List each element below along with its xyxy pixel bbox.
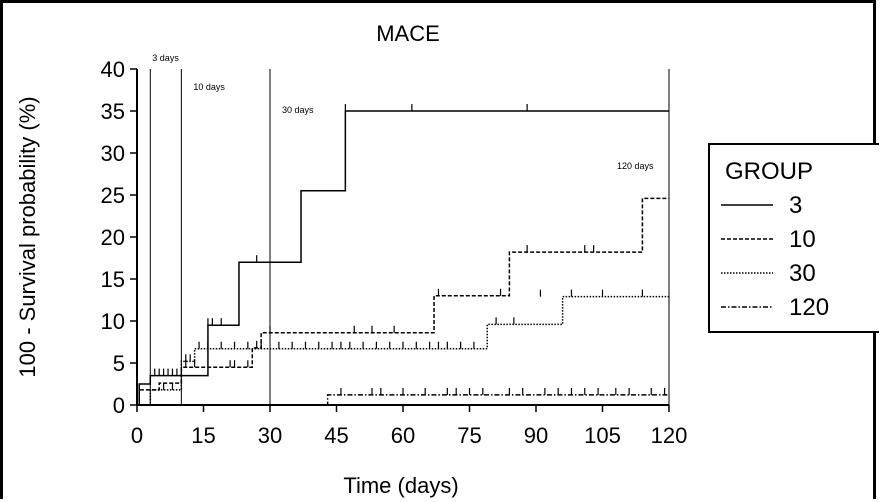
x-tick-label: 30 xyxy=(258,423,282,448)
y-tick-label: 10 xyxy=(101,309,125,334)
legend-label-120: 120 xyxy=(789,294,829,321)
legend-label-30: 30 xyxy=(789,260,816,287)
chart-title: MACE xyxy=(376,21,440,46)
x-tick-label: 45 xyxy=(324,423,348,448)
censor-marks xyxy=(154,104,666,395)
y-axis-label: 100 - Survival probability (%) xyxy=(15,96,40,377)
x-tick-label: 60 xyxy=(391,423,415,448)
y-tick-label: 40 xyxy=(101,57,125,82)
y-ticks: 0 5 10 15 20 25 30 35 40 xyxy=(101,57,137,418)
series-layer xyxy=(137,110,669,406)
y-tick-label: 15 xyxy=(101,267,125,292)
legend-title: GROUP xyxy=(725,158,813,185)
series-line-10 xyxy=(137,197,669,406)
y-tick-label: 35 xyxy=(101,99,125,124)
legend-box xyxy=(708,143,879,333)
legend: GROUP 3 10 30 120 xyxy=(708,143,879,333)
reference-line-label: 3 days xyxy=(152,53,179,63)
x-axis-label: Time (days) xyxy=(343,473,458,498)
x-tick-label: 90 xyxy=(524,423,548,448)
y-tick-label: 20 xyxy=(101,225,125,250)
x-tick-label: 120 xyxy=(651,423,688,448)
legend-label-3: 3 xyxy=(789,192,802,219)
y-tick-label: 0 xyxy=(113,393,125,418)
series-line-30 xyxy=(137,295,669,406)
reference-line-label: 10 days xyxy=(193,82,225,92)
y-tick-label: 5 xyxy=(113,351,125,376)
km-chart: MACE 3 days 10 days 30 days 120 days 0 5 10 15… xyxy=(15,21,879,498)
y-tick-label: 25 xyxy=(101,183,125,208)
series-line-3 xyxy=(137,110,669,406)
x-tick-label: 105 xyxy=(584,423,621,448)
y-tick-label: 30 xyxy=(101,141,125,166)
series-line-120 xyxy=(137,394,669,406)
x-tick-label: 15 xyxy=(191,423,215,448)
x-tick-label: 75 xyxy=(457,423,481,448)
reference-lines: 3 days 10 days 30 days 120 days xyxy=(149,53,670,405)
x-tick-label: 0 xyxy=(131,423,143,448)
reference-line-label: 30 days xyxy=(282,105,314,115)
legend-label-10: 10 xyxy=(789,226,816,253)
reference-line-label: 120 days xyxy=(617,161,654,171)
x-ticks: 0 15 30 45 60 75 90 105 120 xyxy=(131,405,687,448)
